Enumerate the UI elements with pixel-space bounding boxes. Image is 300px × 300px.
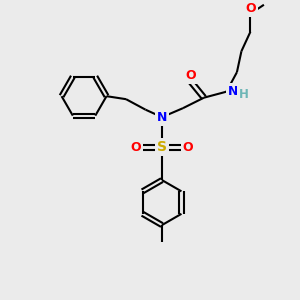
Text: H: H bbox=[239, 88, 249, 100]
Text: O: O bbox=[245, 2, 256, 15]
Text: O: O bbox=[130, 141, 141, 154]
Text: N: N bbox=[157, 111, 167, 124]
Text: N: N bbox=[228, 85, 238, 98]
Text: O: O bbox=[183, 141, 194, 154]
Text: O: O bbox=[185, 69, 196, 82]
Text: S: S bbox=[157, 140, 167, 154]
